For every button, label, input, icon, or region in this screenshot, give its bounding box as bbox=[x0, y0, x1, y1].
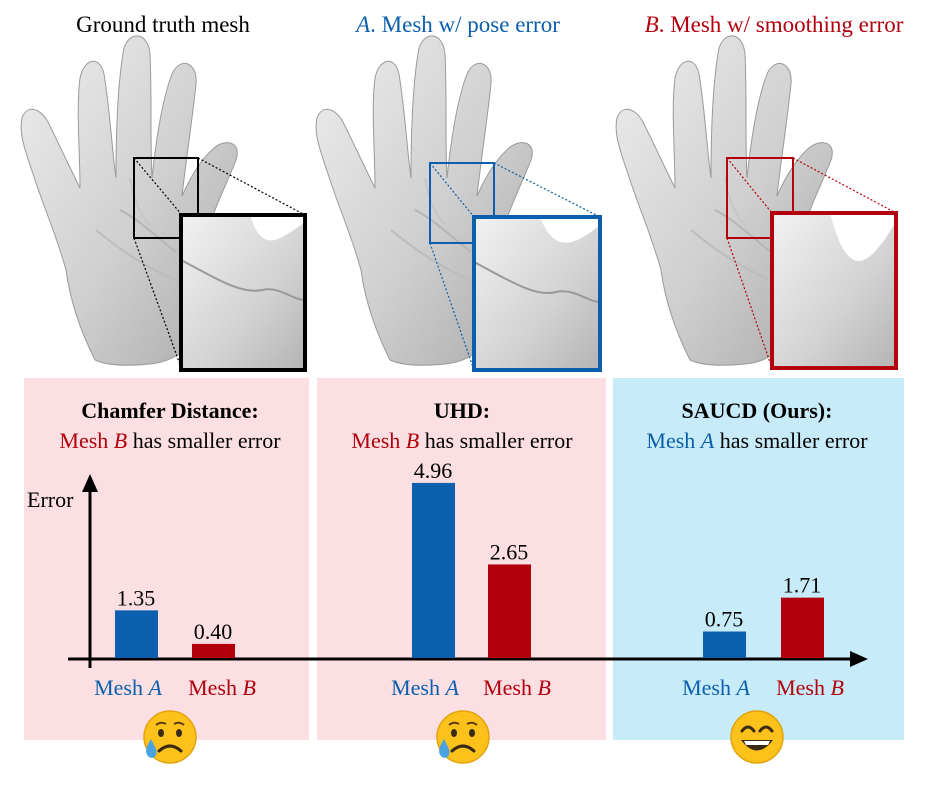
bar-uhd-mesh-b bbox=[488, 564, 531, 658]
grin-emoji-icon bbox=[730, 710, 784, 764]
category-chamfer-mesh-b: Mesh B bbox=[188, 675, 256, 700]
metric-chamfer: Chamfer Distance: bbox=[81, 398, 258, 423]
category-saucd-mesh-b: Mesh B bbox=[776, 675, 844, 700]
bar-chamfer-mesh-a bbox=[115, 610, 158, 658]
zoom-mesh-b bbox=[726, 157, 898, 370]
category-uhd-mesh-a: Mesh A bbox=[391, 675, 459, 700]
sad-tear-emoji-icon bbox=[143, 710, 197, 764]
panel-uhd-bg bbox=[317, 378, 606, 740]
bar-uhd-mesh-a bbox=[412, 482, 455, 658]
category-saucd-mesh-a: Mesh A bbox=[682, 675, 750, 700]
y-axis-arrowhead bbox=[82, 474, 98, 492]
verdict-chamfer: Mesh B has smaller error bbox=[59, 428, 281, 453]
label-saucd-mesh-a: 0.75 bbox=[705, 607, 744, 632]
category-chamfer-mesh-a: Mesh A bbox=[94, 675, 162, 700]
zoom-mesh-a bbox=[429, 162, 602, 372]
metric-saucd: SAUCD (Ours): bbox=[682, 398, 833, 423]
metric-uhd: UHD: bbox=[434, 398, 490, 423]
verdict-uhd: Mesh B has smaller error bbox=[351, 428, 573, 453]
title-ground-truth: Ground truth mesh bbox=[76, 12, 250, 37]
panel-chamfer-bg bbox=[24, 378, 309, 740]
title-mesh-a: A. Mesh w/ pose error bbox=[354, 12, 560, 37]
y-axis-label: Error bbox=[27, 487, 74, 512]
label-chamfer-mesh-a: 1.35 bbox=[117, 585, 156, 610]
zoom-ground-truth bbox=[133, 157, 307, 372]
verdict-saucd: Mesh A has smaller error bbox=[646, 428, 868, 453]
label-uhd-mesh-a: 4.96 bbox=[414, 458, 453, 483]
label-uhd-mesh-b: 2.65 bbox=[490, 539, 529, 564]
x-axis-arrowhead bbox=[850, 651, 868, 667]
bar-saucd-mesh-b bbox=[781, 597, 824, 658]
bar-chamfer-mesh-b bbox=[192, 643, 235, 658]
category-uhd-mesh-b: Mesh B bbox=[483, 675, 551, 700]
label-chamfer-mesh-b: 0.40 bbox=[194, 619, 233, 644]
sad-tear-emoji-icon bbox=[436, 710, 490, 764]
bar-saucd-mesh-a bbox=[703, 631, 746, 658]
panel-saucd-bg bbox=[613, 378, 904, 740]
title-mesh-b: B. Mesh w/ smoothing error bbox=[645, 12, 904, 37]
label-saucd-mesh-b: 1.71 bbox=[783, 573, 822, 598]
